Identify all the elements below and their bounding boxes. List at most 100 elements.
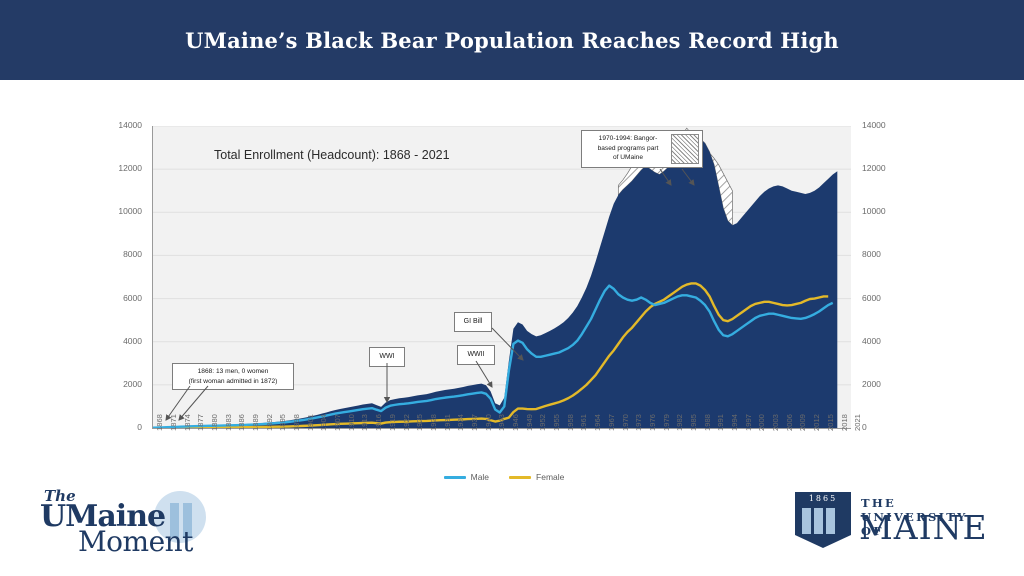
y-axis-tick: 14000 bbox=[118, 120, 142, 130]
x-axis-tick: 1889 bbox=[251, 414, 260, 431]
shield-icon: 1865 bbox=[795, 492, 851, 548]
series-male-line bbox=[153, 284, 834, 428]
x-axis-tick: 1934 bbox=[456, 414, 466, 431]
university-of-maine-logo: 1865 THE UNIVERSITY OF MAINE bbox=[795, 492, 995, 554]
y-axis-tick: 12000 bbox=[862, 163, 886, 174]
annotation-first-class-line2: (first woman admitted in 1872) bbox=[188, 377, 278, 385]
logo-bar-right bbox=[183, 503, 192, 537]
annotation-first-class: 1868: 13 men, 0 women (first woman admit… bbox=[172, 363, 294, 391]
x-axis-tick: 2012 bbox=[812, 414, 822, 431]
y-axis-tick: 12000 bbox=[118, 163, 142, 174]
y-axis-tick: 8000 bbox=[123, 249, 142, 260]
enrollment-chart: 0 2000 4000 6000 8000 10000 12000 14000 0 2000 40… bbox=[104, 120, 904, 473]
x-axis-tick: 2000 bbox=[757, 414, 767, 431]
series-total-area bbox=[153, 138, 838, 428]
y-axis-tick: 2000 bbox=[123, 378, 142, 389]
annotation-first-class-line1: 1868: 13 men, 0 women bbox=[197, 368, 269, 375]
x-axis-tick: 1973 bbox=[634, 414, 644, 431]
shield-stripe-1 bbox=[802, 508, 811, 534]
x-axis: 1868 1871 1874 1877 1880 1883 1886 1889 1892 1895… bbox=[152, 414, 862, 473]
x-axis-tick: 1868 bbox=[155, 414, 165, 431]
logo-university-line: THE UNIVERSITY OF bbox=[861, 496, 968, 538]
annotation-bangor-line3: of UMaine bbox=[612, 154, 644, 162]
shield-point bbox=[795, 535, 851, 548]
y-axis-tick: 4000 bbox=[862, 335, 881, 346]
x-axis-tick: 2006 bbox=[784, 414, 794, 431]
logo-bar-left bbox=[170, 503, 179, 537]
legend-label: Male bbox=[470, 472, 490, 482]
x-axis-tick: 1913 bbox=[360, 414, 370, 431]
x-axis-tick: 1991 bbox=[716, 414, 726, 431]
x-axis-tick: 1970 bbox=[620, 414, 630, 431]
x-axis-tick: 1988 bbox=[702, 414, 712, 431]
x-axis-tick: 2021 bbox=[853, 414, 863, 431]
y-axis-tick: 6000 bbox=[862, 292, 881, 303]
x-axis-tick: 1895 bbox=[278, 414, 288, 431]
y-axis-tick: 0 bbox=[137, 422, 142, 432]
x-axis-tick: 2015 bbox=[825, 414, 835, 431]
x-axis-tick: 1874 bbox=[182, 414, 192, 431]
x-axis-tick: 1883 bbox=[223, 414, 233, 431]
x-axis-tick: 1997 bbox=[743, 414, 753, 431]
x-axis-tick: 1985 bbox=[688, 414, 698, 431]
x-axis-tick: 1904 bbox=[319, 414, 329, 431]
x-axis-tick: 1898 bbox=[292, 414, 302, 431]
x-axis-tick: 1880 bbox=[209, 414, 219, 431]
annotation-wwi: WWI bbox=[369, 347, 405, 368]
y-axis-tick: 8000 bbox=[862, 249, 881, 260]
x-axis-tick: 1994 bbox=[730, 414, 740, 431]
slide-header: UMaine’s Black Bear Population Reaches R… bbox=[0, 0, 1024, 80]
annotation-bangor-line2: based programs part bbox=[597, 144, 659, 152]
shield-year-text: 1865 bbox=[808, 494, 838, 503]
x-axis-tick: 1961 bbox=[579, 414, 589, 431]
x-axis-tick: 1922 bbox=[401, 414, 411, 431]
x-axis-tick: 2009 bbox=[798, 414, 808, 431]
x-axis-tick: 1964 bbox=[593, 414, 603, 431]
shield-stripe-2 bbox=[814, 508, 823, 534]
legend-swatch bbox=[509, 475, 532, 479]
x-axis-tick: 1916 bbox=[374, 414, 384, 431]
y-axis-tick: 10000 bbox=[862, 206, 886, 217]
x-axis-tick: 1937 bbox=[469, 414, 479, 431]
x-axis-tick: 1901 bbox=[305, 414, 315, 431]
x-axis-tick: 1940 bbox=[483, 414, 493, 431]
x-axis-tick: 1982 bbox=[675, 414, 685, 431]
x-axis-tick: 1871 bbox=[168, 414, 178, 431]
y-axis-tick: 4000 bbox=[123, 335, 142, 346]
logo-moment-text: Moment bbox=[78, 525, 193, 558]
legend-label: Female bbox=[536, 472, 565, 482]
y-axis-left: 0 2000 4000 6000 8000 10000 12000 14000 bbox=[104, 120, 148, 432]
x-axis-tick: 1925 bbox=[415, 414, 425, 431]
legend-swatch bbox=[443, 475, 466, 479]
annotation-bangor: 1970-1994: Bangor- based programs part o… bbox=[581, 130, 703, 168]
x-axis-tick: 1928 bbox=[428, 414, 438, 431]
x-axis-tick: 2018 bbox=[839, 414, 849, 431]
x-axis-tick: 1910 bbox=[346, 414, 356, 431]
legend-item: Female bbox=[509, 472, 564, 482]
logo-the-text: The bbox=[44, 487, 76, 505]
x-axis-tick: 1967 bbox=[606, 414, 616, 431]
y-axis-tick: 6000 bbox=[123, 292, 142, 303]
x-axis-tick: 1919 bbox=[387, 414, 397, 431]
logo-maine-line: MAINE bbox=[859, 508, 988, 547]
logo-umaine-text: UMaine bbox=[40, 499, 166, 534]
shield-banner: 1865 bbox=[795, 492, 851, 505]
x-axis-tick: 1943 bbox=[497, 414, 507, 431]
y-axis-tick: 14000 bbox=[862, 120, 886, 130]
x-axis-tick: 1907 bbox=[333, 414, 343, 431]
x-axis-tick: 1877 bbox=[196, 414, 206, 431]
annotation-wwii: WWII bbox=[457, 345, 495, 366]
x-axis-tick: 1886 bbox=[237, 414, 247, 431]
page-title: UMaine’s Black Bear Population Reaches R… bbox=[185, 27, 839, 53]
y-axis-right: 0 2000 4000 6000 8000 10000 12000 14000 bbox=[854, 120, 904, 432]
x-axis-tick: 2003 bbox=[771, 414, 781, 431]
x-axis-tick: 1946 bbox=[511, 414, 521, 431]
x-axis-tick: 1949 bbox=[524, 414, 534, 431]
x-axis-tick: 1952 bbox=[538, 414, 548, 431]
x-axis-tick: 1976 bbox=[647, 414, 657, 431]
x-axis-tick: 1979 bbox=[661, 414, 671, 431]
annotation-gi-bill: GI Bill bbox=[454, 312, 492, 333]
x-axis-tick: 1958 bbox=[565, 414, 575, 431]
umaine-moment-logo: The UMaine Moment bbox=[36, 487, 221, 558]
chart-title: Total Enrollment (Headcount): 1868 - 202… bbox=[214, 148, 450, 162]
